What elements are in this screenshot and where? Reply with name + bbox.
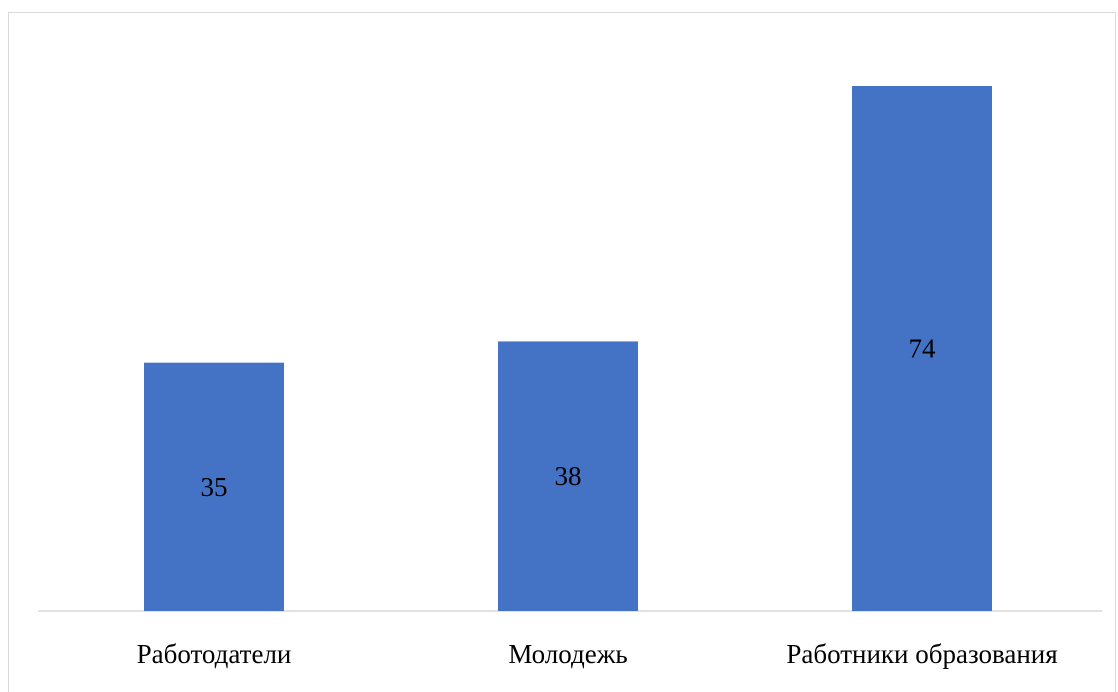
bar-3 [852,86,992,611]
data-label-1: 35 [201,472,228,502]
data-label-2: 38 [555,461,582,491]
data-label-3: 74 [909,334,937,364]
data-labels-group: 35 38 74 [201,334,937,502]
category-label-1: Работодатели [137,639,292,669]
bar-1 [144,362,284,611]
category-labels-group: Работодатели Молодежь Работники образовани… [137,639,1058,669]
bars-group [144,86,992,611]
category-label-2: Молодежь [508,639,627,669]
category-label-3: Работники образования [786,639,1057,669]
chart-frame [8,12,1116,692]
bar-2 [498,341,638,611]
